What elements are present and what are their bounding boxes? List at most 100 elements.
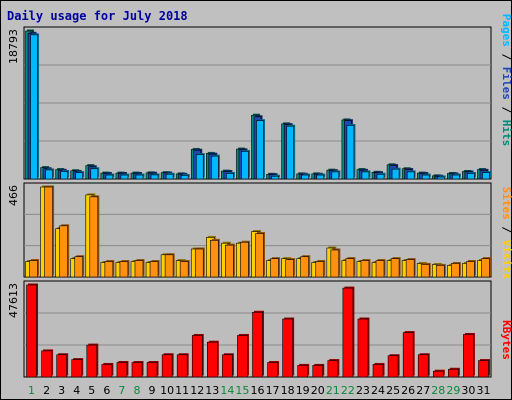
bar-kbytes-day-18 [282,318,293,378]
bar-sites-day-16 [255,233,264,278]
bar-pages-day-1 [30,34,38,180]
x-label-day-7: 7 [118,384,125,397]
bar-sites-day-28 [435,265,445,278]
legend-item-visits: Visits [500,240,512,280]
x-label-day-16: 16 [251,384,265,397]
bar-sites-day-13 [210,240,219,278]
bar-kbytes-day-3 [56,354,67,378]
bar-pages-day-21 [331,171,340,180]
bar-pages-day-29 [452,174,460,180]
bar-sites-day-27 [420,264,430,278]
bar-pages-day-2 [45,169,53,180]
bar-sites-day-30 [466,261,475,278]
bar-pages-day-10 [165,173,174,180]
y-max-label: 47613 [7,283,20,318]
bar-sites-day-11 [179,261,189,278]
x-label-day-31: 31 [476,384,490,397]
legend-middle-panel: Sites / Visits [500,187,512,280]
bar-sites-day-14 [225,244,234,278]
x-label-day-30: 30 [461,384,475,397]
bar-sites-day-23 [360,260,370,278]
bar-pages-day-28 [436,176,445,180]
bar-pages-day-20 [316,174,325,180]
bar-kbytes-day-5 [86,344,98,378]
bar-pages-day-16 [256,120,264,180]
bar-pages-day-13 [211,155,219,180]
bar-shadow [438,175,446,178]
bar-kbytes-day-28 [432,370,444,378]
bar-pages-day-18 [286,125,294,180]
x-label-day-21: 21 [326,384,340,397]
x-label-day-18: 18 [281,384,295,397]
bar-kbytes-day-1 [26,284,37,378]
x-label-day-19: 19 [296,384,310,397]
bar-sites-day-17 [270,258,279,278]
bar-sites-day-4 [74,256,84,278]
bar-pages-day-26 [406,171,415,180]
legend-separator: / [500,100,512,120]
bar-kbytes-day-12 [191,335,203,378]
bar-pages-day-8 [135,174,144,180]
bar-kbytes-day-14 [222,354,233,378]
bar-sites-day-24 [375,260,385,278]
x-label-day-3: 3 [58,384,65,397]
bar-pages-day-11 [180,175,189,180]
x-label-day-9: 9 [149,384,156,397]
legend-separator: / [500,220,512,240]
x-label-day-27: 27 [416,384,430,397]
bar-sites-day-9 [149,261,159,278]
bar-pages-day-4 [75,172,84,180]
bar-kbytes-day-8 [131,362,143,378]
legend-item-hits: Hits [500,120,512,147]
bar-pages-day-17 [271,175,279,180]
bar-sites-day-15 [240,241,249,278]
legend-item-kbytes: KBytes [500,320,512,360]
x-label-day-15: 15 [235,384,249,397]
x-label-day-5: 5 [88,384,95,397]
bar-kbytes-day-6 [101,364,113,378]
bar-kbytes-day-22 [342,287,354,378]
bar-sites-day-7 [119,261,129,278]
bar-pages-day-30 [467,173,475,180]
bar-kbytes-day-7 [116,362,128,378]
legend-item-files: Files [500,67,512,100]
bar-kbytes-day-19 [297,365,308,378]
bar-kbytes-day-26 [402,332,414,378]
bar-kbytes-day-2 [41,350,52,378]
bar-kbytes-day-20 [312,365,324,378]
x-label-day-25: 25 [386,384,400,397]
y-max-label: 466 [7,185,20,206]
bar-sites-day-3 [59,225,68,278]
x-label-day-28: 28 [431,384,445,397]
x-label-day-17: 17 [266,384,280,397]
chart-title: Daily usage for July 2018 [7,9,188,23]
x-label-day-14: 14 [220,384,234,397]
bar-kbytes-day-30 [463,334,474,378]
bar-sites-day-22 [345,258,355,278]
bar-pages-day-22 [346,125,355,180]
bar-sites-day-21 [330,249,340,278]
bar-sites-day-1 [29,260,38,278]
bar-sites-day-6 [104,261,114,278]
x-label-day-6: 6 [103,384,110,397]
x-label-day-2: 2 [43,384,50,397]
bar-sites-day-18 [285,259,294,278]
bar-pages-day-14 [226,173,234,180]
bar-pages-day-19 [301,174,309,180]
bar-sites-day-10 [164,254,174,278]
x-label-day-12: 12 [190,384,204,397]
x-label-day-1: 1 [28,384,35,397]
bar-pages-day-9 [150,174,159,180]
legend-item-sites: Sites [500,187,512,220]
y-max-label: 18793 [7,29,20,64]
bar-sites-day-12 [194,248,204,278]
x-label-day-8: 8 [133,384,140,397]
bar-kbytes-day-24 [372,364,384,378]
bar-kbytes-day-21 [327,360,339,378]
bar-pages-day-15 [241,151,249,180]
x-label-day-23: 23 [356,384,370,397]
bar-pages-day-7 [120,174,129,180]
legend-separator: / [500,47,512,67]
bar-sites-day-5 [89,196,99,278]
